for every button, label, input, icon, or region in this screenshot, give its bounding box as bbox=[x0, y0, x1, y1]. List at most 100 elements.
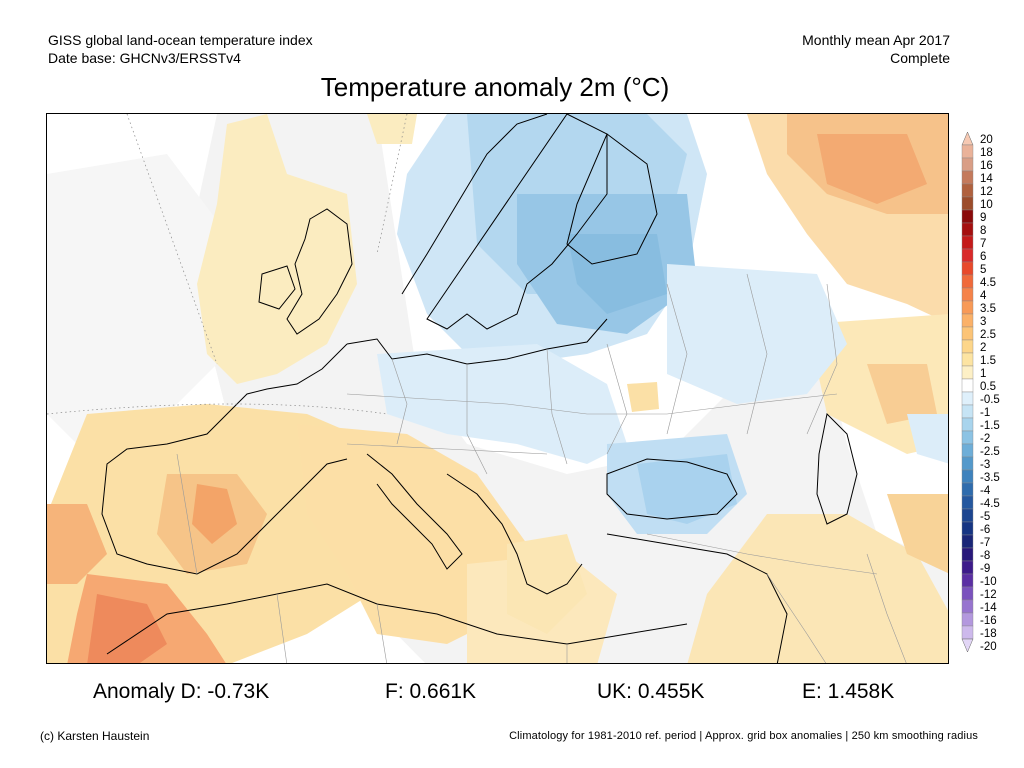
caspian-coast bbox=[816, 412, 858, 525]
colorbar-swatch bbox=[961, 495, 974, 510]
colorbar-label: -4 bbox=[980, 485, 991, 497]
colorbar-label: -0.5 bbox=[980, 394, 1000, 406]
colorbar-legend: 201816141210987654.543.532.521.510.5-0.5… bbox=[961, 131, 1000, 653]
great-britain-coast bbox=[286, 208, 353, 335]
colorbar-label: 1 bbox=[980, 368, 986, 380]
colorbar-swatch bbox=[961, 547, 974, 562]
map-title: Temperature anomaly 2m (°C) bbox=[320, 72, 670, 102]
colorbar-swatch bbox=[961, 625, 974, 640]
colorbar-swatch bbox=[961, 209, 974, 224]
colorbar-swatch bbox=[961, 521, 974, 536]
colorbar-label: 1.5 bbox=[980, 355, 996, 367]
italy-coast bbox=[366, 453, 463, 570]
colorbar-label: 16 bbox=[980, 160, 993, 172]
header-left: GISS global land-ocean temperature index… bbox=[48, 31, 313, 67]
colorbar-swatch bbox=[961, 235, 974, 250]
colorbar-label: -9 bbox=[980, 563, 990, 575]
colorbar-label: -2.5 bbox=[980, 446, 1000, 458]
colorbar-label: 6 bbox=[980, 251, 986, 263]
colorbar-label: 3.5 bbox=[980, 303, 996, 315]
colorbar-swatch bbox=[961, 378, 974, 393]
colorbar-label: -12 bbox=[980, 589, 997, 601]
colorbar-swatch bbox=[961, 170, 974, 185]
colorbar-swatch bbox=[961, 534, 974, 549]
colorbar-label: 2.5 bbox=[980, 329, 996, 341]
methodology-note: Climatology for 1981-2010 ref. period | … bbox=[509, 730, 978, 742]
colorbar-swatch bbox=[961, 313, 974, 328]
database-label: Date base: GHCNv3/ERSSTv4 bbox=[48, 50, 241, 66]
colorbar-swatch bbox=[961, 326, 974, 341]
stat-uk: UK: 0.455K bbox=[597, 680, 705, 703]
colorbar-label: 3 bbox=[980, 316, 986, 328]
colorbar-swatch bbox=[961, 404, 974, 419]
colorbar-arrow-top bbox=[961, 131, 974, 146]
colorbar-labels: 201816141210987654.543.532.521.510.5-0.5… bbox=[980, 134, 1000, 653]
colorbar-label: -3.5 bbox=[980, 472, 1000, 484]
stat-anomaly-d: Anomaly D: -0.73K bbox=[93, 680, 270, 703]
status-label: Complete bbox=[890, 50, 950, 66]
colorbar-swatch bbox=[961, 144, 974, 159]
anatolia-coast bbox=[606, 533, 788, 663]
colorbar-swatch bbox=[961, 157, 974, 172]
anomaly-stats: Anomaly D: -0.73K F: 0.661K UK: 0.455K E… bbox=[0, 680, 1024, 706]
colorbar-swatch bbox=[961, 612, 974, 627]
colorbar-swatches bbox=[961, 131, 974, 653]
map-canvas bbox=[47, 114, 948, 663]
colorbar-swatch bbox=[961, 417, 974, 432]
colorbar-label: 20 bbox=[980, 134, 993, 146]
colorbar-swatch bbox=[961, 443, 974, 458]
colorbar-swatch bbox=[961, 430, 974, 445]
colorbar-label: 2 bbox=[980, 342, 986, 354]
colorbar-label: 9 bbox=[980, 212, 986, 224]
index-title: GISS global land-ocean temperature index bbox=[48, 32, 313, 48]
country-borders bbox=[176, 273, 907, 663]
black-sea-coast bbox=[606, 458, 738, 520]
colorbar-label: -18 bbox=[980, 628, 997, 640]
colorbar-swatch bbox=[961, 508, 974, 523]
colorbar-label: -4.5 bbox=[980, 498, 1000, 510]
colorbar-swatch bbox=[961, 222, 974, 237]
colorbar-swatch bbox=[961, 456, 974, 471]
colorbar-label: -6 bbox=[980, 524, 990, 536]
colorbar-label: 10 bbox=[980, 199, 993, 211]
colorbar-label: -1.5 bbox=[980, 420, 1000, 432]
colorbar-swatch bbox=[961, 261, 974, 276]
colorbar-label: 7 bbox=[980, 238, 986, 250]
warm-anomaly-areas bbox=[47, 114, 948, 663]
colorbar-label: 14 bbox=[980, 173, 993, 185]
colorbar-swatch bbox=[961, 365, 974, 380]
colorbar-swatch bbox=[961, 599, 974, 614]
colorbar-label: 4 bbox=[980, 290, 987, 302]
period-label: Monthly mean Apr 2017 bbox=[802, 32, 950, 48]
ireland-coast bbox=[258, 265, 296, 310]
colorbar-label: -2 bbox=[980, 433, 990, 445]
colorbar-label: 0.5 bbox=[980, 381, 996, 393]
colorbar-label: 12 bbox=[980, 186, 993, 198]
colorbar-arrow-bottom bbox=[961, 638, 974, 653]
colorbar-label: -5 bbox=[980, 511, 990, 523]
colorbar-swatch bbox=[961, 339, 974, 354]
scandinavia-coast bbox=[401, 114, 608, 330]
colorbar-label: 4.5 bbox=[980, 277, 996, 289]
colorbar-label: -10 bbox=[980, 576, 997, 588]
colorbar-label: -7 bbox=[980, 537, 990, 549]
colorbar-label: -20 bbox=[980, 641, 997, 653]
stat-e: E: 1.458K bbox=[802, 680, 895, 703]
colorbar-label: -1 bbox=[980, 407, 990, 419]
colorbar-swatch bbox=[961, 274, 974, 289]
graticule bbox=[47, 114, 408, 415]
stat-f: F: 0.661K bbox=[385, 680, 477, 703]
colorbar-swatch bbox=[961, 300, 974, 315]
colorbar-swatch bbox=[961, 560, 974, 575]
temperature-anomaly-map bbox=[46, 113, 949, 664]
colorbar-label: -14 bbox=[980, 602, 997, 614]
header-right: Monthly mean Apr 2017 Complete bbox=[802, 31, 950, 67]
colorbar-swatch bbox=[961, 469, 974, 484]
colorbar-label: 5 bbox=[980, 264, 986, 276]
colorbar-swatch bbox=[961, 573, 974, 588]
colorbar-label: -8 bbox=[980, 550, 990, 562]
colorbar-swatch bbox=[961, 482, 974, 497]
colorbar-swatch bbox=[961, 391, 974, 406]
copyright: (c) Karsten Haustein bbox=[40, 729, 150, 743]
colorbar-label: -16 bbox=[980, 615, 997, 627]
